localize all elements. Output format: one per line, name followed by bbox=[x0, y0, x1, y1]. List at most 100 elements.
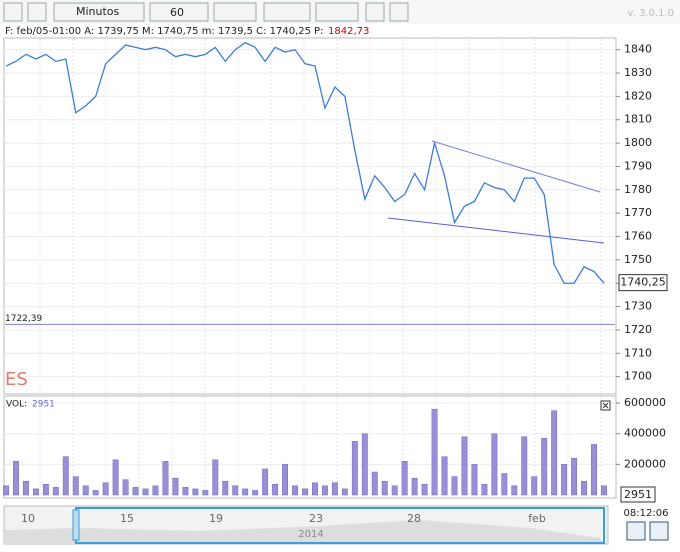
volume-bar bbox=[421, 484, 428, 496]
cursor-button[interactable] bbox=[315, 2, 359, 22]
volume-bar bbox=[531, 476, 538, 496]
window-button[interactable] bbox=[389, 2, 409, 22]
volume-bar bbox=[202, 490, 209, 496]
y-tick-label: 1750 bbox=[624, 253, 652, 266]
navigator-label: feb bbox=[528, 512, 546, 525]
volume-bar bbox=[232, 485, 239, 496]
volume-bar bbox=[3, 485, 9, 496]
y-tick-label: 1790 bbox=[624, 159, 652, 172]
save-button[interactable] bbox=[3, 2, 23, 22]
volume-bar bbox=[312, 482, 318, 496]
price-panel bbox=[3, 37, 617, 395]
zoom-button[interactable] bbox=[649, 521, 669, 541]
volume-bar bbox=[282, 464, 289, 496]
y-tick-label: 200000 bbox=[624, 457, 666, 470]
delete-button[interactable] bbox=[27, 2, 47, 22]
volume-bar bbox=[461, 436, 468, 496]
navigator-area bbox=[4, 520, 604, 544]
volume-bar bbox=[481, 484, 488, 496]
volume-bar bbox=[321, 485, 328, 496]
volume-bar bbox=[22, 480, 29, 496]
vol-last-box bbox=[620, 486, 656, 503]
volume-bar bbox=[172, 477, 179, 496]
y-tick-label: 1830 bbox=[624, 66, 652, 79]
volume-bar bbox=[371, 471, 378, 496]
y-tick-label: 400000 bbox=[624, 427, 666, 440]
vol-label: VOL: bbox=[6, 400, 27, 410]
volume-bar bbox=[192, 488, 199, 496]
volume-bar bbox=[591, 444, 597, 496]
volume-bar bbox=[351, 441, 358, 496]
y-tick-label: 1780 bbox=[624, 183, 652, 196]
settings-button[interactable] bbox=[626, 521, 646, 541]
volume-bar bbox=[13, 461, 19, 496]
navigator-label: 23 bbox=[309, 512, 323, 525]
volume-bar bbox=[441, 456, 448, 496]
volume-bar bbox=[112, 459, 119, 496]
volume-bar bbox=[411, 477, 418, 496]
version: v. 3.0.1.0 bbox=[628, 8, 674, 19]
y-tick-label: 600000 bbox=[624, 396, 666, 409]
volume-bar bbox=[341, 488, 348, 496]
volume-bar bbox=[331, 482, 338, 496]
y-tick-label: 1720 bbox=[624, 323, 652, 336]
volume-bar bbox=[361, 433, 368, 496]
volume-bar bbox=[521, 436, 528, 496]
p-value: 1842,73 bbox=[328, 26, 369, 37]
volume-bar bbox=[222, 480, 229, 496]
volume-bar bbox=[102, 482, 109, 496]
volume-bar bbox=[471, 464, 478, 496]
chart-type-button[interactable] bbox=[213, 2, 257, 22]
sum-button[interactable] bbox=[365, 2, 385, 22]
close-icon bbox=[602, 402, 609, 409]
y-tick-label: 1710 bbox=[624, 346, 652, 359]
interval-input[interactable] bbox=[149, 2, 209, 22]
volume-panel bbox=[3, 395, 617, 499]
volume-bar bbox=[212, 459, 219, 496]
volume-bar bbox=[152, 485, 159, 496]
volume-bar bbox=[162, 461, 169, 496]
y-tick-label: 1700 bbox=[624, 370, 652, 383]
interval-unit-select[interactable] bbox=[53, 2, 145, 22]
volume-bar bbox=[122, 479, 129, 496]
trend-line bbox=[387, 217, 605, 244]
volume-bar bbox=[551, 410, 558, 496]
volume-bar bbox=[302, 488, 308, 496]
navigator-label: 19 bbox=[209, 512, 223, 525]
reference-label: 1722,39 bbox=[5, 314, 42, 324]
vol-value: 2951 bbox=[32, 400, 55, 410]
interval: 60 bbox=[170, 6, 184, 19]
volume-bar bbox=[262, 468, 269, 496]
p-label: P: bbox=[314, 26, 323, 37]
volume-bar bbox=[242, 488, 249, 496]
volume-bar bbox=[571, 457, 578, 496]
volume-bar bbox=[581, 480, 588, 496]
interval-unit: Minutos bbox=[76, 5, 120, 18]
volume-bar bbox=[32, 488, 39, 496]
volume-bar bbox=[601, 485, 607, 496]
navigator-label: 10 bbox=[21, 512, 35, 525]
y-tick-label: 1770 bbox=[624, 206, 652, 219]
last-price: 1740,25 bbox=[620, 276, 666, 289]
navigator-label: 28 bbox=[407, 512, 421, 525]
list-button[interactable] bbox=[263, 2, 311, 22]
volume-bar bbox=[501, 473, 508, 496]
volume-bar bbox=[391, 485, 398, 496]
vol-last: 2951 bbox=[624, 488, 652, 501]
volume-bar bbox=[511, 485, 518, 496]
navigator-year: 2014 bbox=[298, 529, 323, 540]
volume-bar bbox=[142, 488, 149, 496]
ohlc-info: F: feb/05-01:00 A: 1739,75 M: 1740,75 m:… bbox=[5, 26, 311, 37]
symbol: ES bbox=[5, 369, 28, 390]
navigator-handle[interactable] bbox=[72, 509, 80, 541]
volume-bar bbox=[92, 490, 99, 496]
volume-bar bbox=[491, 433, 498, 496]
price-line bbox=[5, 41, 605, 284]
volume-bar bbox=[381, 480, 388, 496]
clock: 08:12:06 bbox=[624, 508, 669, 519]
volume-bar bbox=[401, 461, 408, 496]
volume-bar bbox=[132, 487, 139, 496]
volume-bar bbox=[272, 484, 279, 496]
